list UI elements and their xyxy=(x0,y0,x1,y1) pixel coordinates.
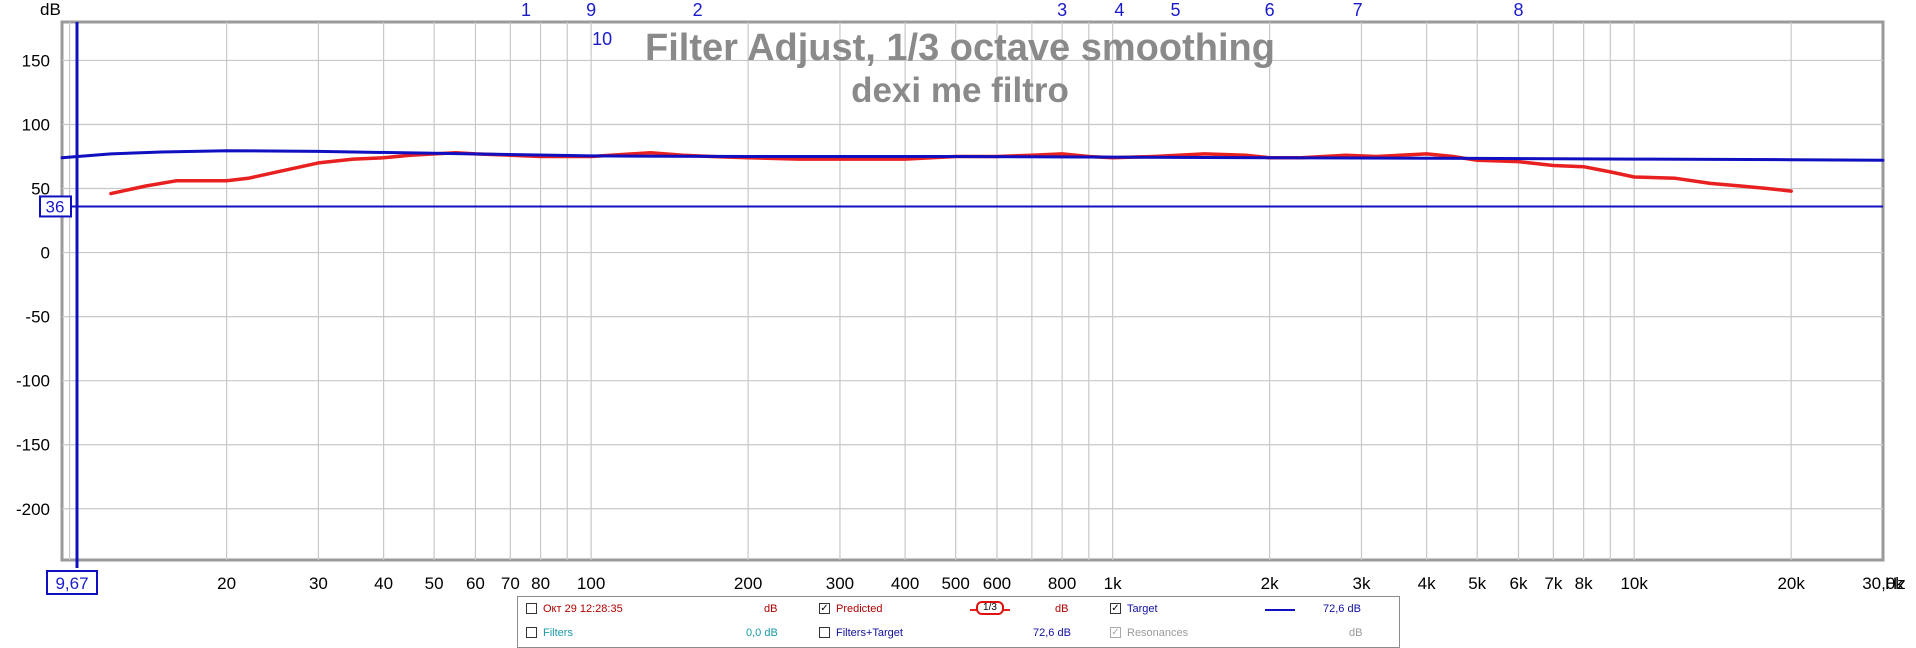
x-axis-ticks: 20 30 40 50 60 70 80 100 200 300 400 500 600 800 1k 2k 3… xyxy=(217,574,1904,593)
y-tick-label: 50 xyxy=(31,180,50,199)
resonances-value: dB xyxy=(1349,627,1363,639)
y-tick-label: 150 xyxy=(22,51,50,70)
x-tick-label: 100 xyxy=(577,574,605,593)
filters-target-value: 72,6 dB xyxy=(1033,627,1071,639)
x-tick-label: 5k xyxy=(1468,574,1486,593)
x-tick-label: 3k xyxy=(1352,574,1370,593)
y-tick-label: 0 xyxy=(41,244,50,263)
y-axis-unit: dB xyxy=(40,0,61,19)
series-line-target xyxy=(60,149,1885,162)
x-tick-label: 70 xyxy=(501,574,520,593)
target-checkbox[interactable]: ✓ xyxy=(1110,603,1121,614)
x-tick-label: 600 xyxy=(983,574,1011,593)
predicted-checkbox[interactable]: ✓ xyxy=(819,603,830,614)
x-cursor-value: 9,67 xyxy=(55,574,88,593)
x-tick-label: 800 xyxy=(1048,574,1076,593)
x-tick-label: 7k xyxy=(1544,574,1562,593)
filters-value: 0,0 dB xyxy=(746,627,778,639)
y-tick-label: -50 xyxy=(25,308,50,327)
filters-target-checkbox[interactable] xyxy=(819,627,830,638)
filter-marker-label[interactable]: 8 xyxy=(1513,0,1523,20)
filters-label: Filters xyxy=(543,627,573,639)
legend-row-1: Окт 29 12:28:35 dB ✓ Predicted 1/3 dB ✓ … xyxy=(518,598,1399,622)
filters-checkbox[interactable] xyxy=(526,627,537,638)
y-tick-label: -150 xyxy=(16,436,50,455)
filter-marker-label[interactable]: 6 xyxy=(1265,0,1275,20)
x-tick-label: 10k xyxy=(1620,574,1648,593)
measurement-value: dB xyxy=(764,603,778,615)
x-tick-label: 400 xyxy=(891,574,919,593)
legend-panel: Окт 29 12:28:35 dB ✓ Predicted 1/3 dB ✓ … xyxy=(517,596,1400,648)
x-tick-label: 300 xyxy=(826,574,854,593)
filter-marker-label[interactable]: 5 xyxy=(1171,0,1181,20)
target-swatch xyxy=(1265,609,1295,611)
chart-title: Filter Adjust, 1/3 octave smoothing xyxy=(645,27,1275,69)
predicted-smoothing-button[interactable]: 1/3 xyxy=(976,601,1004,615)
x-cursor-readout: 9,67 xyxy=(46,570,98,595)
x-tick-label: 60 xyxy=(466,574,485,593)
x-tick-label: 1k xyxy=(1104,574,1122,593)
x-tick-label: 80 xyxy=(531,574,550,593)
y-tick-label: -100 xyxy=(16,372,50,391)
target-value: 72,6 dB xyxy=(1323,603,1361,615)
x-tick-label: 200 xyxy=(734,574,762,593)
y-cursor-value: 36 xyxy=(46,197,65,216)
measurement-label: Окт 29 12:28:35 xyxy=(543,603,623,615)
legend-row-2: Filters 0,0 dB Filters+Target 72,6 dB ✓ … xyxy=(518,622,1399,646)
predicted-label: Predicted xyxy=(836,603,883,615)
resonances-label: Resonances xyxy=(1127,627,1189,639)
x-tick-label: 20k xyxy=(1777,574,1805,593)
x-tick-label: 30,0k xyxy=(1862,574,1904,593)
plot-area[interactable] xyxy=(60,20,1885,562)
x-tick-label: 30 xyxy=(309,574,328,593)
x-tick-label: 2k xyxy=(1261,574,1279,593)
x-tick-label: 500 xyxy=(941,574,969,593)
predicted-value: dB xyxy=(1055,603,1069,615)
filters-target-label: Filters+Target xyxy=(836,627,903,639)
filter-markers: 1 9 10 2 3 4 5 6 7 8 xyxy=(521,0,1524,49)
measurement-checkbox[interactable] xyxy=(526,603,537,614)
chart-subtitle: dexi me filtro xyxy=(851,71,1069,110)
resonances-checkbox[interactable]: ✓ xyxy=(1110,627,1121,638)
target-label: Target xyxy=(1127,603,1158,615)
filter-marker-label[interactable]: 9 xyxy=(586,0,596,20)
x-tick-label: 8k xyxy=(1575,574,1593,593)
y-cursor-readout: 36 xyxy=(39,195,72,218)
series-lines xyxy=(60,149,1885,196)
x-axis-unit: Hz xyxy=(1885,574,1906,593)
filter-marker-label[interactable]: 7 xyxy=(1353,0,1363,20)
filter-marker-label[interactable]: 3 xyxy=(1057,0,1067,20)
vertical-grid xyxy=(69,22,1792,560)
x-tick-label: 4k xyxy=(1418,574,1436,593)
filter-marker-label[interactable]: 2 xyxy=(693,0,703,20)
filter-marker-label[interactable]: 1 xyxy=(521,0,531,20)
x-tick-label: 6k xyxy=(1509,574,1527,593)
horizontal-grid xyxy=(62,59,1883,510)
y-tick-label: -200 xyxy=(16,500,50,519)
filter-marker-label[interactable]: 10 xyxy=(592,29,612,49)
x-tick-label: 40 xyxy=(374,574,393,593)
x-tick-label: 20 xyxy=(217,574,236,593)
y-tick-label: 100 xyxy=(22,115,50,134)
filter-marker-label[interactable]: 4 xyxy=(1114,0,1124,20)
y-axis-ticks: 150 100 50 0 -50 -100 -150 -200 xyxy=(16,51,50,518)
x-tick-label: 50 xyxy=(425,574,444,593)
